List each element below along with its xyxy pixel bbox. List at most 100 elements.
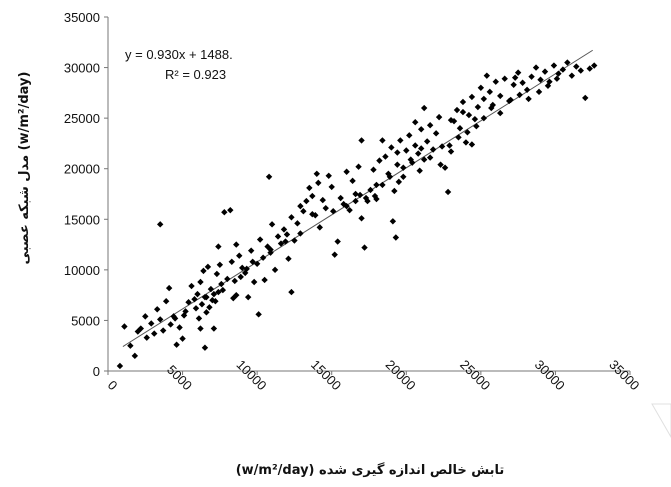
data-point [352,190,359,198]
data-point [198,301,206,308]
data-point [447,116,455,124]
y-axis-title: (w/m²/day) مدل شبکه عصبی [17,72,32,265]
data-point [191,295,198,303]
data-point [315,179,322,187]
data-point [319,196,326,204]
data-point [392,234,400,241]
data-point [239,264,246,272]
data-point [559,66,567,73]
data-point [537,76,544,83]
trendline [122,49,593,347]
data-point [394,149,401,156]
data-point [420,104,428,112]
data-point [171,315,179,322]
data-point [271,266,279,274]
data-point [250,278,258,286]
data-point [412,142,419,149]
data-point [486,88,494,96]
data-point [247,247,255,254]
data-point [582,94,589,102]
data-point [179,335,186,342]
data-point [465,111,473,119]
data-point [221,209,228,216]
data-point [303,197,310,205]
data-point [200,267,207,275]
data-point [192,305,200,312]
data-point [231,277,238,285]
watermark-triangle [651,403,671,439]
data-point [206,304,213,311]
data-point [309,192,316,200]
data-point [388,144,395,151]
y-tick-label: 15000 [64,212,100,227]
data-point [483,72,491,79]
data-point [352,197,359,205]
data-point [473,123,480,130]
data-point [268,221,276,228]
data-point [216,261,224,268]
y-tick-label: 35000 [64,10,100,25]
data-point [343,168,350,175]
data-point [224,275,231,283]
data-point [373,181,380,189]
data-point [330,207,337,215]
data-point [395,178,403,186]
data-point [210,290,218,298]
data-point [406,132,413,139]
trendline-layer [122,49,593,347]
x-axis-title: تابش خالص اندازه گیری شده (w/m²/day) [236,462,505,478]
data-point [201,344,209,351]
data-point [400,164,407,171]
data-point [203,309,210,316]
data-point [116,362,124,370]
data-point [382,153,389,160]
data-point [468,141,476,148]
data-point [370,166,377,173]
data-point [418,145,425,152]
data-point [165,284,173,292]
data-point [188,282,195,290]
data-point [143,334,150,341]
data-point [203,293,210,301]
data-point [501,75,508,82]
data-point [297,230,304,237]
data-point [577,67,584,74]
data-point [544,82,552,89]
data-point [255,311,262,318]
data-point [325,172,332,179]
x-tick-label: 35000 [606,357,642,393]
data-point [376,157,383,164]
y-tick-label: 30000 [64,61,100,76]
data-point [283,231,291,238]
data-point [528,73,535,80]
data-point [453,106,461,114]
data-point [391,187,398,195]
data-point [274,233,282,240]
data-point [194,290,201,298]
data-point [121,323,128,330]
x-tick-label: 0 [105,377,121,393]
data-point [142,313,149,320]
data-point [256,236,264,243]
data-point [151,330,158,337]
data-point [555,70,562,77]
data-point [195,315,203,322]
data-point [213,270,221,278]
data-point [541,68,549,75]
data-point [371,192,379,200]
data-point [180,312,188,319]
data-point [477,84,485,91]
data-point [167,321,174,328]
data-point [432,130,440,137]
data-point [294,220,301,227]
data-point [162,298,170,305]
data-point [219,286,227,294]
data-point [159,327,167,334]
data-point [386,173,394,181]
data-point [535,88,543,96]
data-point [331,251,338,258]
data-point [288,288,295,296]
y-tick-label: 5000 [71,313,100,328]
data-point [309,211,316,218]
data-point [516,91,523,99]
